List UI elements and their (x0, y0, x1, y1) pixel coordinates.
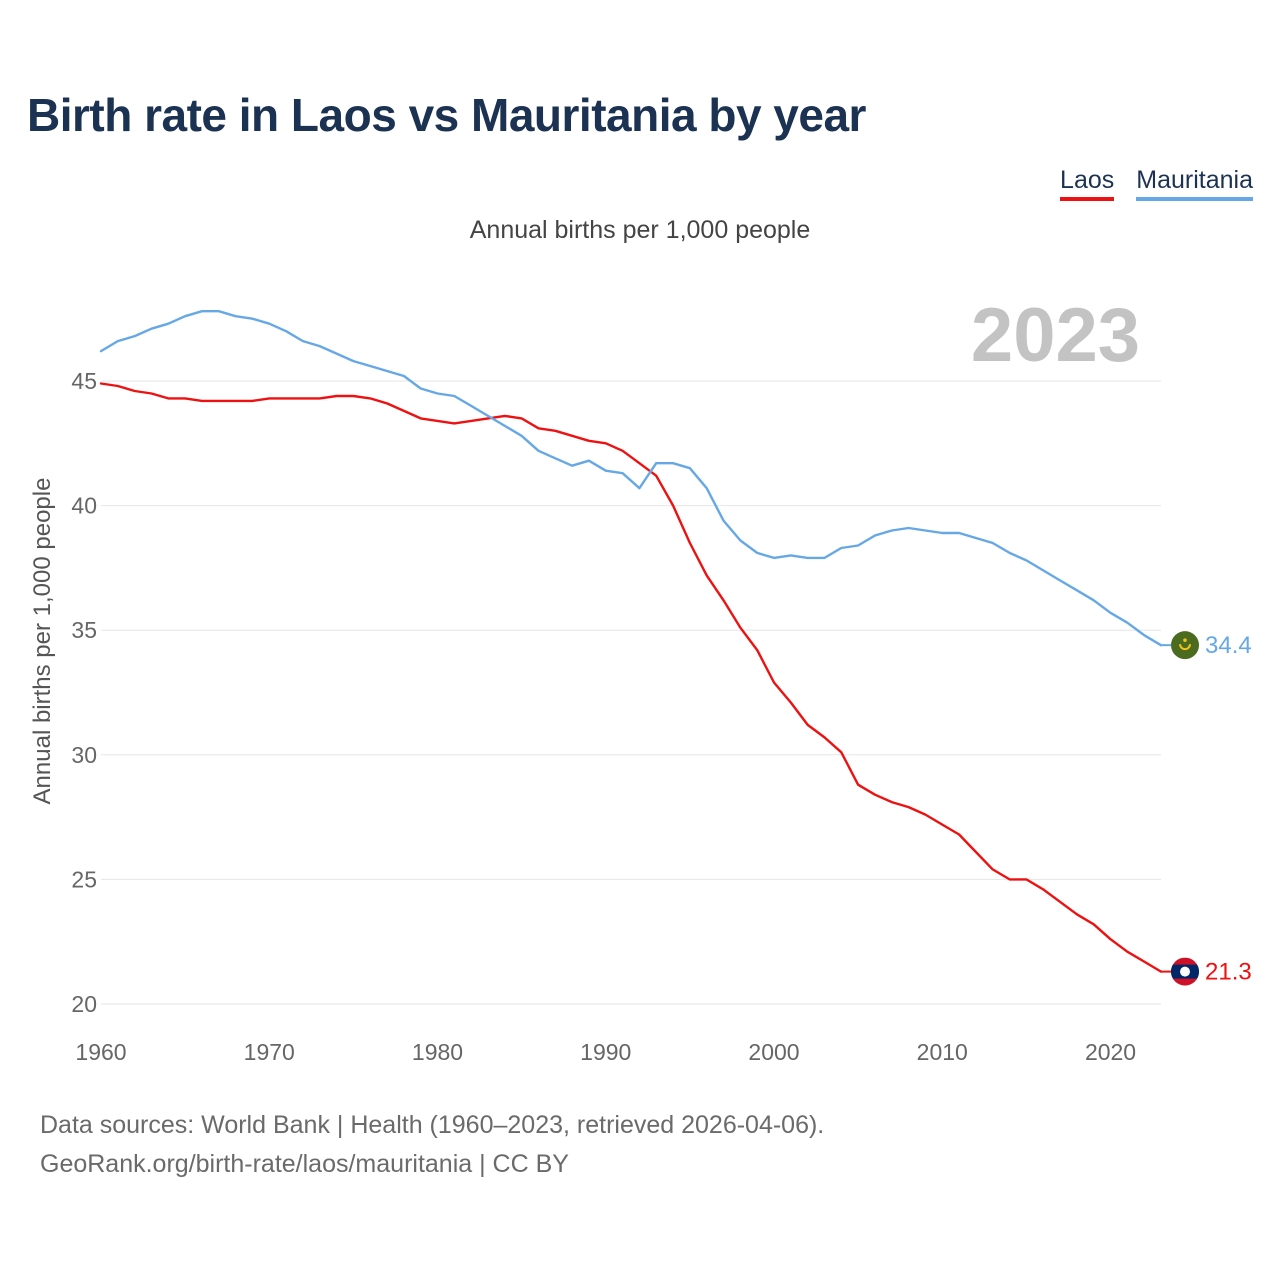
chart-subtitle: Annual births per 1,000 people (469, 216, 811, 244)
laos-flag-icon (1171, 957, 1199, 986)
series-line-mauritania (99, 310, 1163, 647)
footer-source: Data sources: World Bank | Health (1960–… (40, 1111, 825, 1139)
x-tick-label-1970: 1970 (244, 1039, 295, 1065)
footer: Data sources: World Bank | Health (1960–… (40, 1106, 824, 1184)
x-tick-label-1960: 1960 (75, 1039, 126, 1065)
y-tick-label-25: 25 (71, 866, 97, 892)
chart-title: Birth rate in Laos vs Mauritania by year (27, 89, 866, 141)
y-tick-label-20: 20 (71, 991, 97, 1017)
series-line-laos (99, 382, 1163, 973)
legend-item-laos[interactable]: Laos (1060, 166, 1115, 201)
y-tick-label-30: 30 (71, 742, 97, 768)
x-tick-label-2000: 2000 (748, 1039, 799, 1065)
year-label: 2023 (971, 293, 1140, 378)
y-tick-label-40: 40 (71, 493, 97, 519)
end-value-label-laos: 21.3 (1205, 959, 1252, 986)
x-tick-label-2010: 2010 (917, 1039, 968, 1065)
end-value-label-mauritania: 34.4 (1205, 632, 1252, 659)
y-axis-title: Annual births per 1,000 people (29, 478, 56, 805)
mauritania-flag-icon (1171, 631, 1199, 660)
x-tick-label-1980: 1980 (412, 1039, 463, 1065)
footer-url[interactable]: GeoRank.org/birth-rate/laos/mauritania |… (40, 1150, 569, 1178)
x-tick-label-2020: 2020 (1085, 1039, 1136, 1065)
y-tick-label-35: 35 (71, 617, 97, 643)
legend: Laos Mauritania (1060, 166, 1253, 201)
x-tick-label-1990: 1990 (580, 1039, 631, 1065)
legend-item-mauritania[interactable]: Mauritania (1136, 166, 1253, 201)
y-tick-label-45: 45 (71, 368, 97, 394)
